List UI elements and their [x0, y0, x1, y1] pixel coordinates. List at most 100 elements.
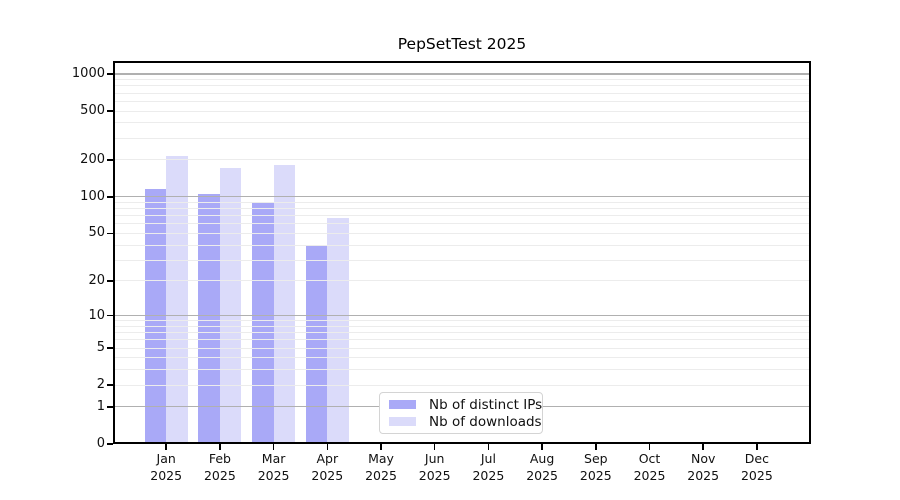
gridline-minor	[113, 320, 811, 322]
x-tick	[272, 444, 275, 450]
x-tick-label: Dec 2025	[730, 451, 784, 484]
gridline-minor	[113, 332, 811, 334]
y-tick	[107, 347, 113, 349]
x-tick-label: Sep 2025	[569, 451, 623, 484]
x-tick-label-month: Nov	[690, 451, 716, 466]
left-spine	[113, 61, 115, 444]
y-tick-label: 5	[96, 340, 105, 356]
top-spine	[113, 61, 811, 63]
x-tick-label: Apr 2025	[300, 451, 354, 484]
x-tick-label: May 2025	[354, 451, 408, 484]
x-tick-label-year: 2025	[365, 467, 397, 483]
gridline-minor	[113, 159, 811, 161]
gridline-major	[113, 196, 811, 198]
legend-swatch-downloads	[389, 417, 416, 426]
bar-downloads	[327, 218, 349, 444]
x-tick-label-month: Jul	[480, 451, 496, 466]
gridline-minor	[113, 259, 811, 261]
gridline-minor	[113, 110, 811, 112]
bar-distinct-ips	[252, 202, 274, 444]
x-tick-label-month: Jan	[156, 451, 176, 466]
x-tick	[702, 444, 704, 450]
x-tick-label-year: 2025	[311, 467, 344, 483]
x-tick-label: Feb 2025	[193, 451, 247, 484]
y-tick-label: 500	[80, 103, 105, 119]
right-spine	[809, 61, 811, 444]
legend-label-distinct-ips: Nb of distinct IPs	[429, 396, 543, 413]
x-tick-label-year: 2025	[740, 467, 773, 483]
gridline-minor	[113, 100, 811, 102]
y-tick	[107, 110, 113, 112]
gridline-minor	[113, 325, 811, 327]
x-tick	[326, 444, 329, 450]
x-tick-label-year: 2025	[526, 467, 558, 483]
x-tick	[648, 444, 651, 450]
x-tick-label: Mar 2025	[247, 451, 301, 484]
x-tick-label-month: Feb	[208, 451, 231, 466]
y-tick-label: 1000	[71, 66, 105, 81]
gridline-minor	[113, 122, 811, 124]
y-tick-label: 100	[80, 188, 105, 204]
y-tick	[107, 232, 113, 235]
x-tick-label: Jul 2025	[461, 451, 515, 484]
gridline-minor	[113, 384, 811, 386]
x-tick-label: Jun 2025	[408, 451, 462, 484]
plot-area	[113, 61, 811, 444]
bar-downloads	[166, 156, 188, 444]
gridline-minor	[113, 208, 811, 210]
bottom-spine	[113, 442, 811, 444]
x-tick	[541, 444, 543, 450]
x-tick-label: Aug 2025	[515, 451, 569, 484]
gridline-minor	[113, 223, 811, 225]
x-tick-label-month: Aug	[529, 451, 555, 466]
gridline-major	[113, 314, 811, 317]
x-tick-label-year: 2025	[687, 467, 720, 483]
bar-downloads	[273, 165, 296, 444]
gridline-major	[113, 73, 811, 75]
x-tick-label-year: 2025	[633, 467, 666, 483]
gridline-minor	[113, 347, 811, 349]
gridline-minor	[113, 357, 811, 359]
gridline-minor	[113, 232, 811, 234]
x-tick-label: Jan 2025	[139, 451, 193, 484]
x-tick-label-month: Dec	[744, 451, 769, 466]
gridline-minor	[113, 280, 811, 282]
y-tick	[107, 280, 113, 282]
y-tick-label: 200	[80, 151, 105, 167]
gridline-minor	[113, 137, 811, 139]
x-tick-label-month: Oct	[638, 451, 661, 466]
y-tick-label: 1	[96, 398, 105, 414]
chart-title: PepSetTest 2025	[397, 35, 527, 53]
y-tick-label: 2	[96, 377, 105, 393]
bar-distinct-ips	[144, 189, 167, 444]
x-tick-label: Oct 2025	[623, 451, 677, 484]
x-tick	[380, 444, 382, 450]
x-tick-label-month: Apr	[316, 451, 339, 466]
x-tick-label-year: 2025	[257, 467, 290, 483]
x-tick-label-month: Sep	[584, 451, 608, 466]
bar-distinct-ips	[305, 246, 328, 444]
y-tick	[107, 159, 113, 161]
gridline-minor	[113, 92, 811, 94]
x-tick-label-year: 2025	[150, 467, 183, 483]
x-tick-label-month: May	[368, 451, 394, 466]
y-tick	[107, 384, 113, 386]
y-tick-label: 0	[96, 436, 105, 451]
legend-item-distinct-ips: Nb of distinct IPs	[386, 396, 542, 413]
y-tick	[107, 406, 113, 408]
gridline-minor	[113, 215, 811, 217]
x-tick-label-year: 2025	[203, 467, 236, 483]
y-tick	[107, 314, 113, 317]
x-tick-label-month: Jun	[424, 451, 445, 466]
x-tick-label-year: 2025	[472, 467, 505, 483]
legend-swatch-distinct-ips	[389, 400, 416, 409]
gridline-minor	[113, 201, 811, 203]
x-tick-label-month: Mar	[261, 451, 286, 466]
x-tick	[595, 444, 597, 450]
gridline-minor	[113, 244, 811, 246]
x-tick	[219, 444, 221, 450]
gridline-minor	[113, 339, 811, 341]
bar-distinct-ips	[198, 194, 220, 444]
y-tick-label: 10	[88, 307, 105, 323]
